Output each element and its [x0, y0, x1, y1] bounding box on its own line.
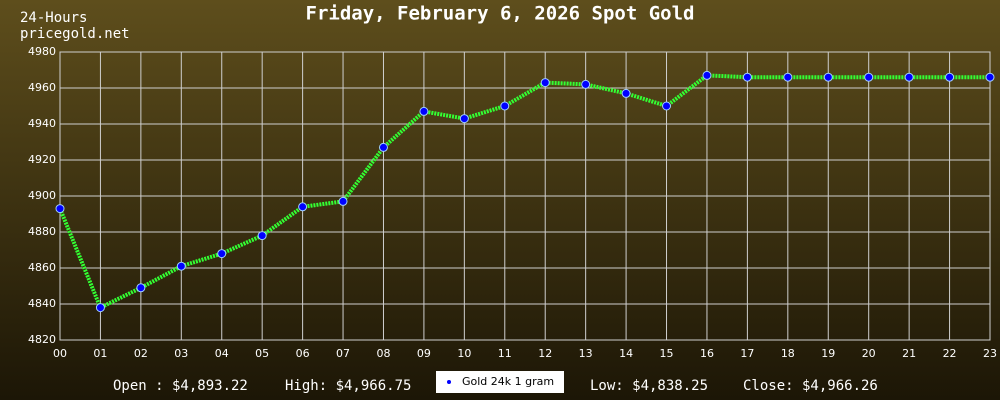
marker [500, 101, 510, 111]
y-tick-label: 4840 [28, 297, 56, 310]
y-tick-label: 4940 [28, 117, 56, 130]
summary: High: $4,966.75 [285, 378, 411, 394]
subtitle: pricegold.net [20, 26, 130, 42]
x-tick-label: 06 [296, 347, 310, 360]
marker [95, 303, 105, 313]
marker [136, 283, 146, 293]
marker [540, 78, 550, 88]
x-tick-label: 19 [821, 347, 835, 360]
summary: Close: $4,966.26 [743, 378, 878, 394]
marker [257, 231, 267, 241]
x-tick-label: 22 [943, 347, 957, 360]
marker [419, 106, 429, 116]
x-tick-label: 15 [660, 347, 674, 360]
x-tick-label: 08 [376, 347, 390, 360]
x-tick-label: 20 [862, 347, 876, 360]
summary: Open : $4,893.22 [113, 378, 248, 394]
marker [783, 72, 793, 82]
marker [864, 72, 874, 82]
marker [823, 72, 833, 82]
legend-marker [447, 380, 451, 384]
y-tick-label: 4960 [28, 81, 56, 94]
legend [436, 371, 564, 393]
y-tick-label: 4980 [28, 45, 56, 58]
marker [338, 196, 348, 206]
marker [217, 249, 227, 259]
subtitle: 24-Hours [20, 10, 87, 26]
y-tick-label: 4860 [28, 261, 56, 274]
x-tick-label: 10 [457, 347, 471, 360]
x-tick-label: 14 [619, 347, 633, 360]
marker [702, 70, 712, 80]
x-tick-label: 16 [700, 347, 714, 360]
x-tick-label: 23 [983, 347, 997, 360]
marker [55, 204, 65, 214]
marker [378, 142, 388, 152]
chart-title: Friday, February 6, 2026 Spot Gold [306, 3, 695, 25]
x-tick-label: 05 [255, 347, 269, 360]
x-tick-label: 17 [740, 347, 754, 360]
x-tick-label: 18 [781, 347, 795, 360]
marker [985, 72, 995, 82]
marker [298, 202, 308, 212]
x-tick-label: 01 [93, 347, 107, 360]
marker [904, 72, 914, 82]
x-tick-label: 12 [538, 347, 552, 360]
marker [176, 261, 186, 271]
y-tick-label: 4820 [28, 333, 56, 346]
x-tick-label: 03 [174, 347, 188, 360]
line [58, 73, 990, 311]
y-tick-label: 4900 [28, 189, 56, 202]
legend-label: Gold 24k 1 gram [462, 375, 554, 388]
marker [581, 79, 591, 89]
marker [945, 72, 955, 82]
x-tick-label: 13 [579, 347, 593, 360]
x-tick-label: 07 [336, 347, 350, 360]
marker [621, 88, 631, 98]
x-tick-label: 02 [134, 347, 148, 360]
x-tick-label: 09 [417, 347, 431, 360]
x-tick-label: 04 [215, 347, 229, 360]
marker [459, 114, 469, 124]
x-tick-label: 21 [902, 347, 916, 360]
summary: Low: $4,838.25 [590, 378, 708, 394]
marker [662, 101, 672, 111]
y-tick-label: 4920 [28, 153, 56, 166]
marker [742, 72, 752, 82]
x-tick-label: 00 [53, 347, 67, 360]
y-tick-label: 4880 [28, 225, 56, 238]
x-tick-label: 11 [498, 347, 512, 360]
